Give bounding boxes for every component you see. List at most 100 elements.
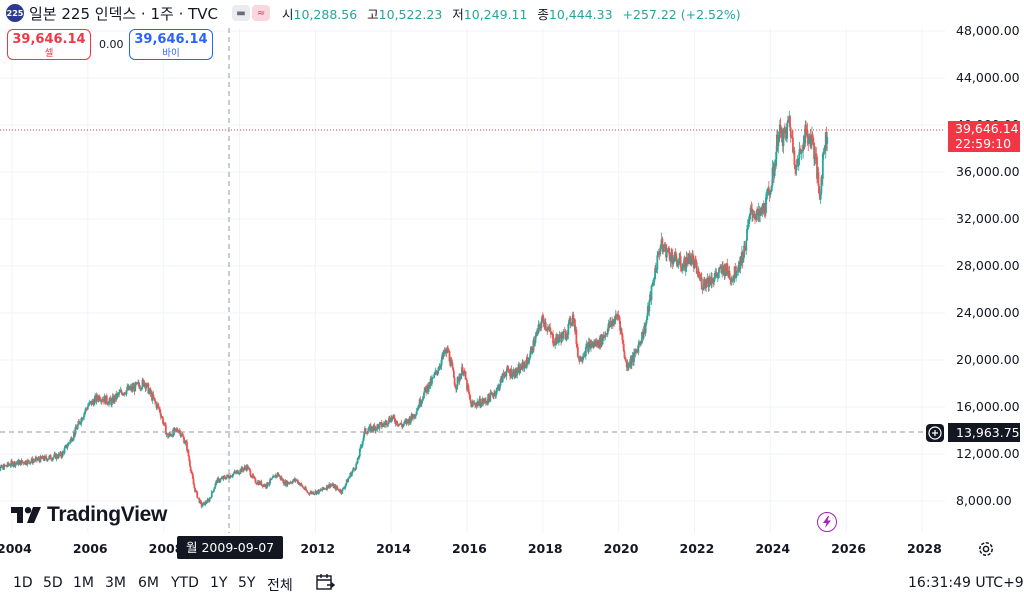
candle-body xyxy=(226,474,229,476)
symbol-title[interactable]: 일본 225 인덱스 · 1주 · TVC xyxy=(29,4,219,23)
candle-body xyxy=(726,263,729,272)
calendar-range-icon[interactable] xyxy=(315,572,336,596)
candle-body xyxy=(5,465,8,467)
candle-body xyxy=(623,351,626,358)
candle-body xyxy=(496,387,499,389)
symbol-badge[interactable]: 225 xyxy=(6,4,24,22)
candle-body xyxy=(699,277,702,280)
candle-body xyxy=(162,417,164,424)
candle-body xyxy=(507,368,510,372)
candle-body xyxy=(181,434,184,436)
candle-body xyxy=(296,480,299,484)
candle-body xyxy=(78,421,81,424)
clock-timezone[interactable]: 16:31:49 UTC+9 xyxy=(908,575,1024,591)
candle-body xyxy=(485,400,487,404)
candle-body xyxy=(673,251,676,262)
candle-body xyxy=(307,492,310,494)
candle-body xyxy=(484,398,487,401)
range-button-6m[interactable]: 6M xyxy=(138,575,159,591)
candle-body xyxy=(439,365,442,367)
candle-body xyxy=(371,426,374,430)
candle-body xyxy=(778,131,780,142)
candle-body xyxy=(240,467,243,473)
candle-body xyxy=(789,127,792,138)
candle-body xyxy=(570,324,573,326)
gear-icon[interactable] xyxy=(977,540,995,562)
candle-body xyxy=(702,287,705,290)
range-button-5d[interactable]: 5D xyxy=(43,575,63,591)
candle-body xyxy=(686,257,689,264)
range-button-1y[interactable]: 1Y xyxy=(210,575,228,591)
candle-body xyxy=(532,340,535,353)
tradingview-logo[interactable]: TradingView xyxy=(11,503,167,527)
candle-body xyxy=(128,385,131,390)
candle-body xyxy=(729,278,732,280)
sell-button[interactable]: 39,646.14 셀 xyxy=(7,29,91,60)
minus-icon[interactable]: ▬ xyxy=(232,5,251,21)
candle-body xyxy=(422,398,425,400)
candle-body xyxy=(100,399,103,402)
candle-body xyxy=(382,423,385,426)
candle-body xyxy=(260,481,263,486)
buy-button[interactable]: 39,646.14 바이 xyxy=(129,29,213,60)
price-tick-label: 20,000.00 xyxy=(956,352,1020,367)
candle-body xyxy=(776,134,779,147)
candle-body xyxy=(635,350,638,352)
candle-body xyxy=(724,272,727,276)
lightning-icon[interactable] xyxy=(817,512,837,532)
candle-body xyxy=(433,374,436,378)
candle-body xyxy=(329,484,332,488)
candle-body xyxy=(520,365,522,370)
candle-body xyxy=(569,317,572,326)
candle-body xyxy=(81,418,84,421)
range-button-1d[interactable]: 1D xyxy=(13,575,33,591)
candle-body xyxy=(617,315,619,318)
candle-body xyxy=(525,357,528,368)
candle-body xyxy=(135,382,138,385)
approx-icon[interactable]: ≈ xyxy=(252,5,271,21)
candle-body xyxy=(510,369,513,378)
candle-body xyxy=(535,333,538,337)
candle-body xyxy=(29,462,32,464)
candle-body xyxy=(775,151,778,166)
candle-body xyxy=(708,276,711,283)
change-value: +257.22 (+2.52%) xyxy=(622,6,741,22)
range-button-3m[interactable]: 3M xyxy=(105,575,126,591)
candle-body xyxy=(110,398,113,405)
candle-body xyxy=(657,251,660,254)
candle-body xyxy=(684,267,687,271)
candle-body xyxy=(121,392,124,395)
candle-body xyxy=(184,441,187,444)
candle-body xyxy=(508,371,511,373)
candle-body xyxy=(213,487,216,490)
candle-body xyxy=(529,350,532,358)
range-button-5y[interactable]: 5Y xyxy=(238,575,256,591)
candle-body xyxy=(56,454,59,458)
candle-body xyxy=(145,383,148,387)
time-tick-label: 2020 xyxy=(603,541,639,556)
candle-body xyxy=(512,372,514,377)
candle-body xyxy=(24,461,27,465)
candle-body xyxy=(454,384,457,388)
candle-body xyxy=(140,387,143,389)
candle-body xyxy=(376,424,379,430)
candle-body xyxy=(759,211,762,216)
range-button-1m[interactable]: 1M xyxy=(73,575,94,591)
high-label: 고 xyxy=(367,6,379,22)
candle-body xyxy=(353,468,355,470)
candle-body xyxy=(574,319,576,332)
candle-body xyxy=(677,263,680,265)
candle-body xyxy=(724,264,727,276)
candle-body xyxy=(223,476,226,477)
candle-body xyxy=(771,167,774,186)
candle-body xyxy=(786,120,789,124)
chart-header: 225 일본 225 인덱스 · 1주 · TVC ▬ ≈ 시10,288.56… xyxy=(6,4,741,23)
range-button-ytd[interactable]: YTD xyxy=(171,575,199,591)
range-button-전체[interactable]: 전체 xyxy=(267,578,293,594)
candle-body xyxy=(119,391,121,393)
add-alert-button[interactable] xyxy=(926,424,944,442)
candle-body xyxy=(382,423,385,425)
candle-body xyxy=(712,282,715,283)
candle-body xyxy=(33,460,36,462)
